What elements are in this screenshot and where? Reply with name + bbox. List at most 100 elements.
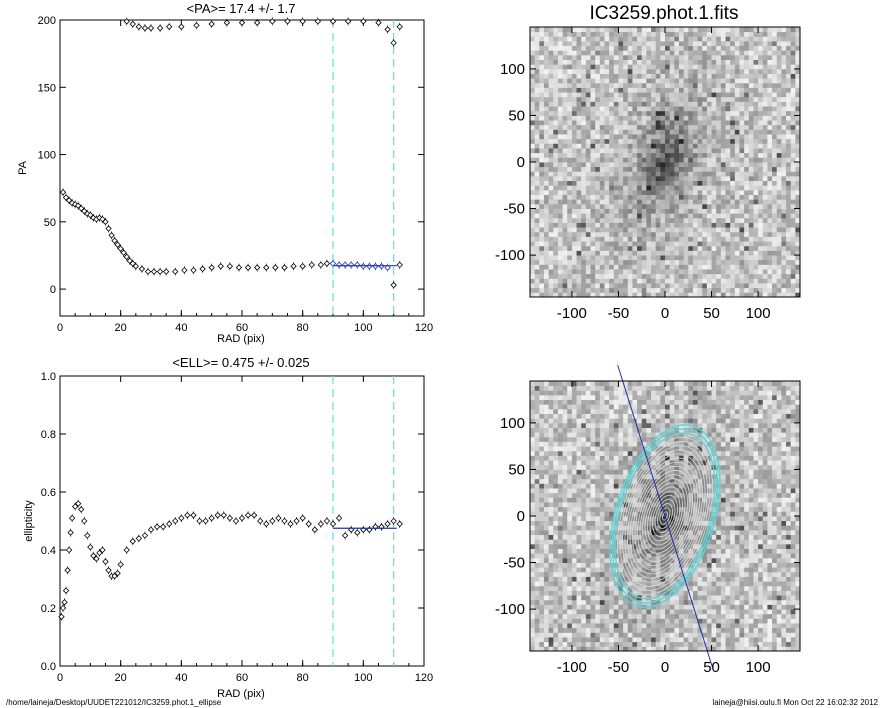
image-pixel — [790, 175, 796, 182]
image-pixel — [692, 180, 698, 186]
image-pixel — [795, 250, 801, 256]
image-pixel — [762, 217, 768, 223]
image-pixel — [590, 632, 596, 638]
data-point — [238, 514, 246, 522]
image-pixel — [641, 162, 647, 168]
image-pixel — [530, 590, 536, 596]
image-pixel — [618, 599, 624, 605]
image-pixel — [711, 571, 717, 577]
image-pixel — [637, 283, 643, 289]
image-pixel — [530, 31, 536, 37]
image-pixel — [562, 92, 568, 98]
image-pixel — [776, 613, 782, 619]
image-pixel — [748, 590, 754, 596]
image-pixel — [697, 143, 703, 149]
image-pixel — [795, 217, 801, 223]
image-pixel — [739, 106, 745, 112]
image-pixel — [758, 255, 764, 261]
image-pixel — [576, 283, 582, 289]
image-pixel — [665, 157, 671, 163]
image-pixel — [744, 101, 750, 107]
image-pixel — [618, 199, 624, 205]
image-pixel — [557, 82, 563, 88]
image-pixel — [767, 45, 773, 51]
image-pixel — [581, 245, 587, 251]
image-pixel — [748, 208, 754, 214]
image-pixel — [567, 50, 573, 56]
image-pixel — [623, 36, 629, 42]
image-pixel — [534, 576, 540, 582]
image-pixel — [553, 227, 559, 233]
image-pixel — [758, 278, 764, 284]
image-pixel — [585, 54, 591, 60]
image-pixel — [767, 609, 773, 615]
image-pixel — [571, 292, 577, 298]
image-pixel — [795, 110, 801, 116]
image-pixel — [725, 82, 731, 88]
image-pixel — [786, 595, 792, 601]
image-pixel — [697, 618, 703, 624]
image-pixel — [553, 604, 559, 610]
image-pixel — [767, 96, 773, 102]
image-pixel — [795, 599, 801, 605]
image-pixel — [632, 101, 638, 107]
image-pixel — [571, 264, 577, 270]
image-pixel — [730, 129, 736, 135]
image-pixel — [776, 157, 782, 163]
image-pixel — [669, 637, 675, 643]
image-pixel — [692, 613, 698, 619]
image-pixel — [739, 87, 745, 93]
image-pixel — [562, 73, 568, 79]
image-pixel — [590, 40, 596, 47]
image-pixel — [623, 199, 629, 205]
image-pixel — [786, 166, 792, 172]
image-pixel — [604, 50, 610, 56]
image-pixel — [762, 203, 768, 209]
image-pixel — [753, 36, 759, 42]
image-pixel — [744, 241, 750, 247]
image-pixel — [641, 171, 647, 177]
image-pixel — [618, 241, 624, 247]
image-pixel — [557, 259, 563, 265]
image-pixel — [767, 87, 773, 93]
image-pixel — [571, 185, 577, 191]
image-pixel — [539, 581, 545, 587]
image-pixel — [641, 96, 647, 102]
image-pixel — [786, 50, 792, 56]
image-pixel — [665, 571, 671, 577]
image-pixel — [539, 227, 545, 233]
image-pixel — [604, 213, 610, 219]
image-pixel — [683, 283, 689, 289]
image-pixel — [688, 278, 694, 284]
image-pixel — [618, 138, 624, 144]
data-point — [244, 512, 252, 519]
image-pixel — [562, 82, 568, 88]
image-pixel — [590, 59, 596, 65]
image-pixel — [706, 641, 712, 647]
image-pixel — [567, 87, 573, 93]
image-pixel — [613, 576, 619, 582]
image-pixel — [646, 64, 652, 70]
image-pixel — [674, 227, 680, 233]
image-pixel — [553, 73, 559, 79]
image-pixel — [772, 637, 778, 643]
image-pixel — [553, 54, 559, 60]
data-point — [190, 267, 197, 274]
image-pixel — [567, 255, 573, 261]
image-pixel — [767, 250, 773, 256]
image-pixel — [660, 64, 666, 70]
image-pixel — [744, 292, 750, 298]
image-pixel — [716, 255, 722, 261]
image-pixel — [604, 567, 610, 573]
image-pixel — [706, 78, 712, 84]
image-pixel — [716, 92, 722, 98]
image-pixel — [571, 627, 577, 633]
image-pixel — [795, 646, 801, 652]
image-pixel — [683, 646, 689, 652]
image-pixel — [730, 36, 736, 42]
data-point — [235, 264, 243, 271]
image-pixel — [618, 180, 624, 186]
image-pixel — [651, 40, 657, 47]
image-pixel — [674, 166, 680, 172]
image-pixel — [618, 562, 624, 568]
